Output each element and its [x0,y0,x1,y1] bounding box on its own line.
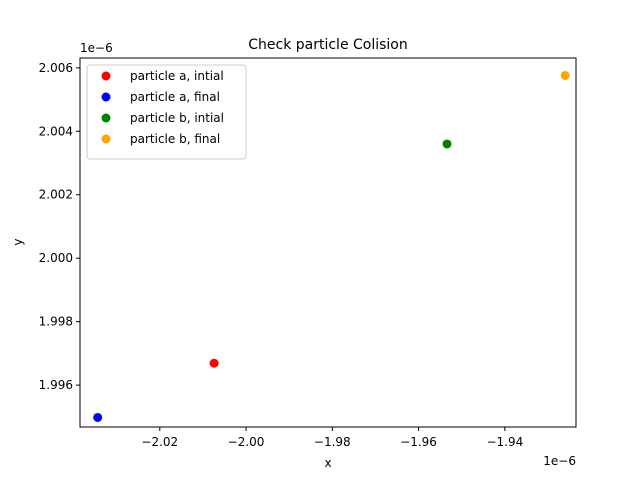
legend-label: particle a, intial [130,69,224,83]
legend-marker [101,71,111,81]
x-tick-label: −1.96 [400,435,437,449]
x-tick-label: −2.00 [228,435,265,449]
x-tick-label: −1.98 [314,435,351,449]
y-tick-label: 1.998 [39,315,73,329]
x-axis-label: x [324,456,331,470]
data-point [560,70,570,80]
chart-title: Check particle Colision [248,37,408,53]
legend-marker [101,92,111,102]
y-tick-label: 2.000 [39,251,73,265]
x-offset-text: 1e−6 [543,454,576,468]
legend-box [86,64,247,160]
y-tick-label: 1.996 [39,378,73,392]
data-point [93,412,103,422]
y-tick-label: 2.002 [39,188,73,202]
legend-label: particle a, final [130,90,220,104]
legend-marker [101,134,111,144]
data-point [442,139,452,149]
legend: particle a, intial particle a, final parti… [86,64,247,160]
x-tick-label: −2.02 [141,435,178,449]
legend-marker [101,113,111,123]
data-point [209,358,219,368]
plot-frame [79,57,577,428]
y-axis-label: y [11,238,25,245]
x-tick-label: −1.94 [486,435,523,449]
legend-label: particle b, intial [130,111,224,125]
legend-label: particle b, final [130,132,220,146]
y-tick-label: 2.004 [39,124,73,138]
y-offset-text: 1e−6 [80,41,113,55]
y-tick-label: 2.006 [39,61,73,75]
